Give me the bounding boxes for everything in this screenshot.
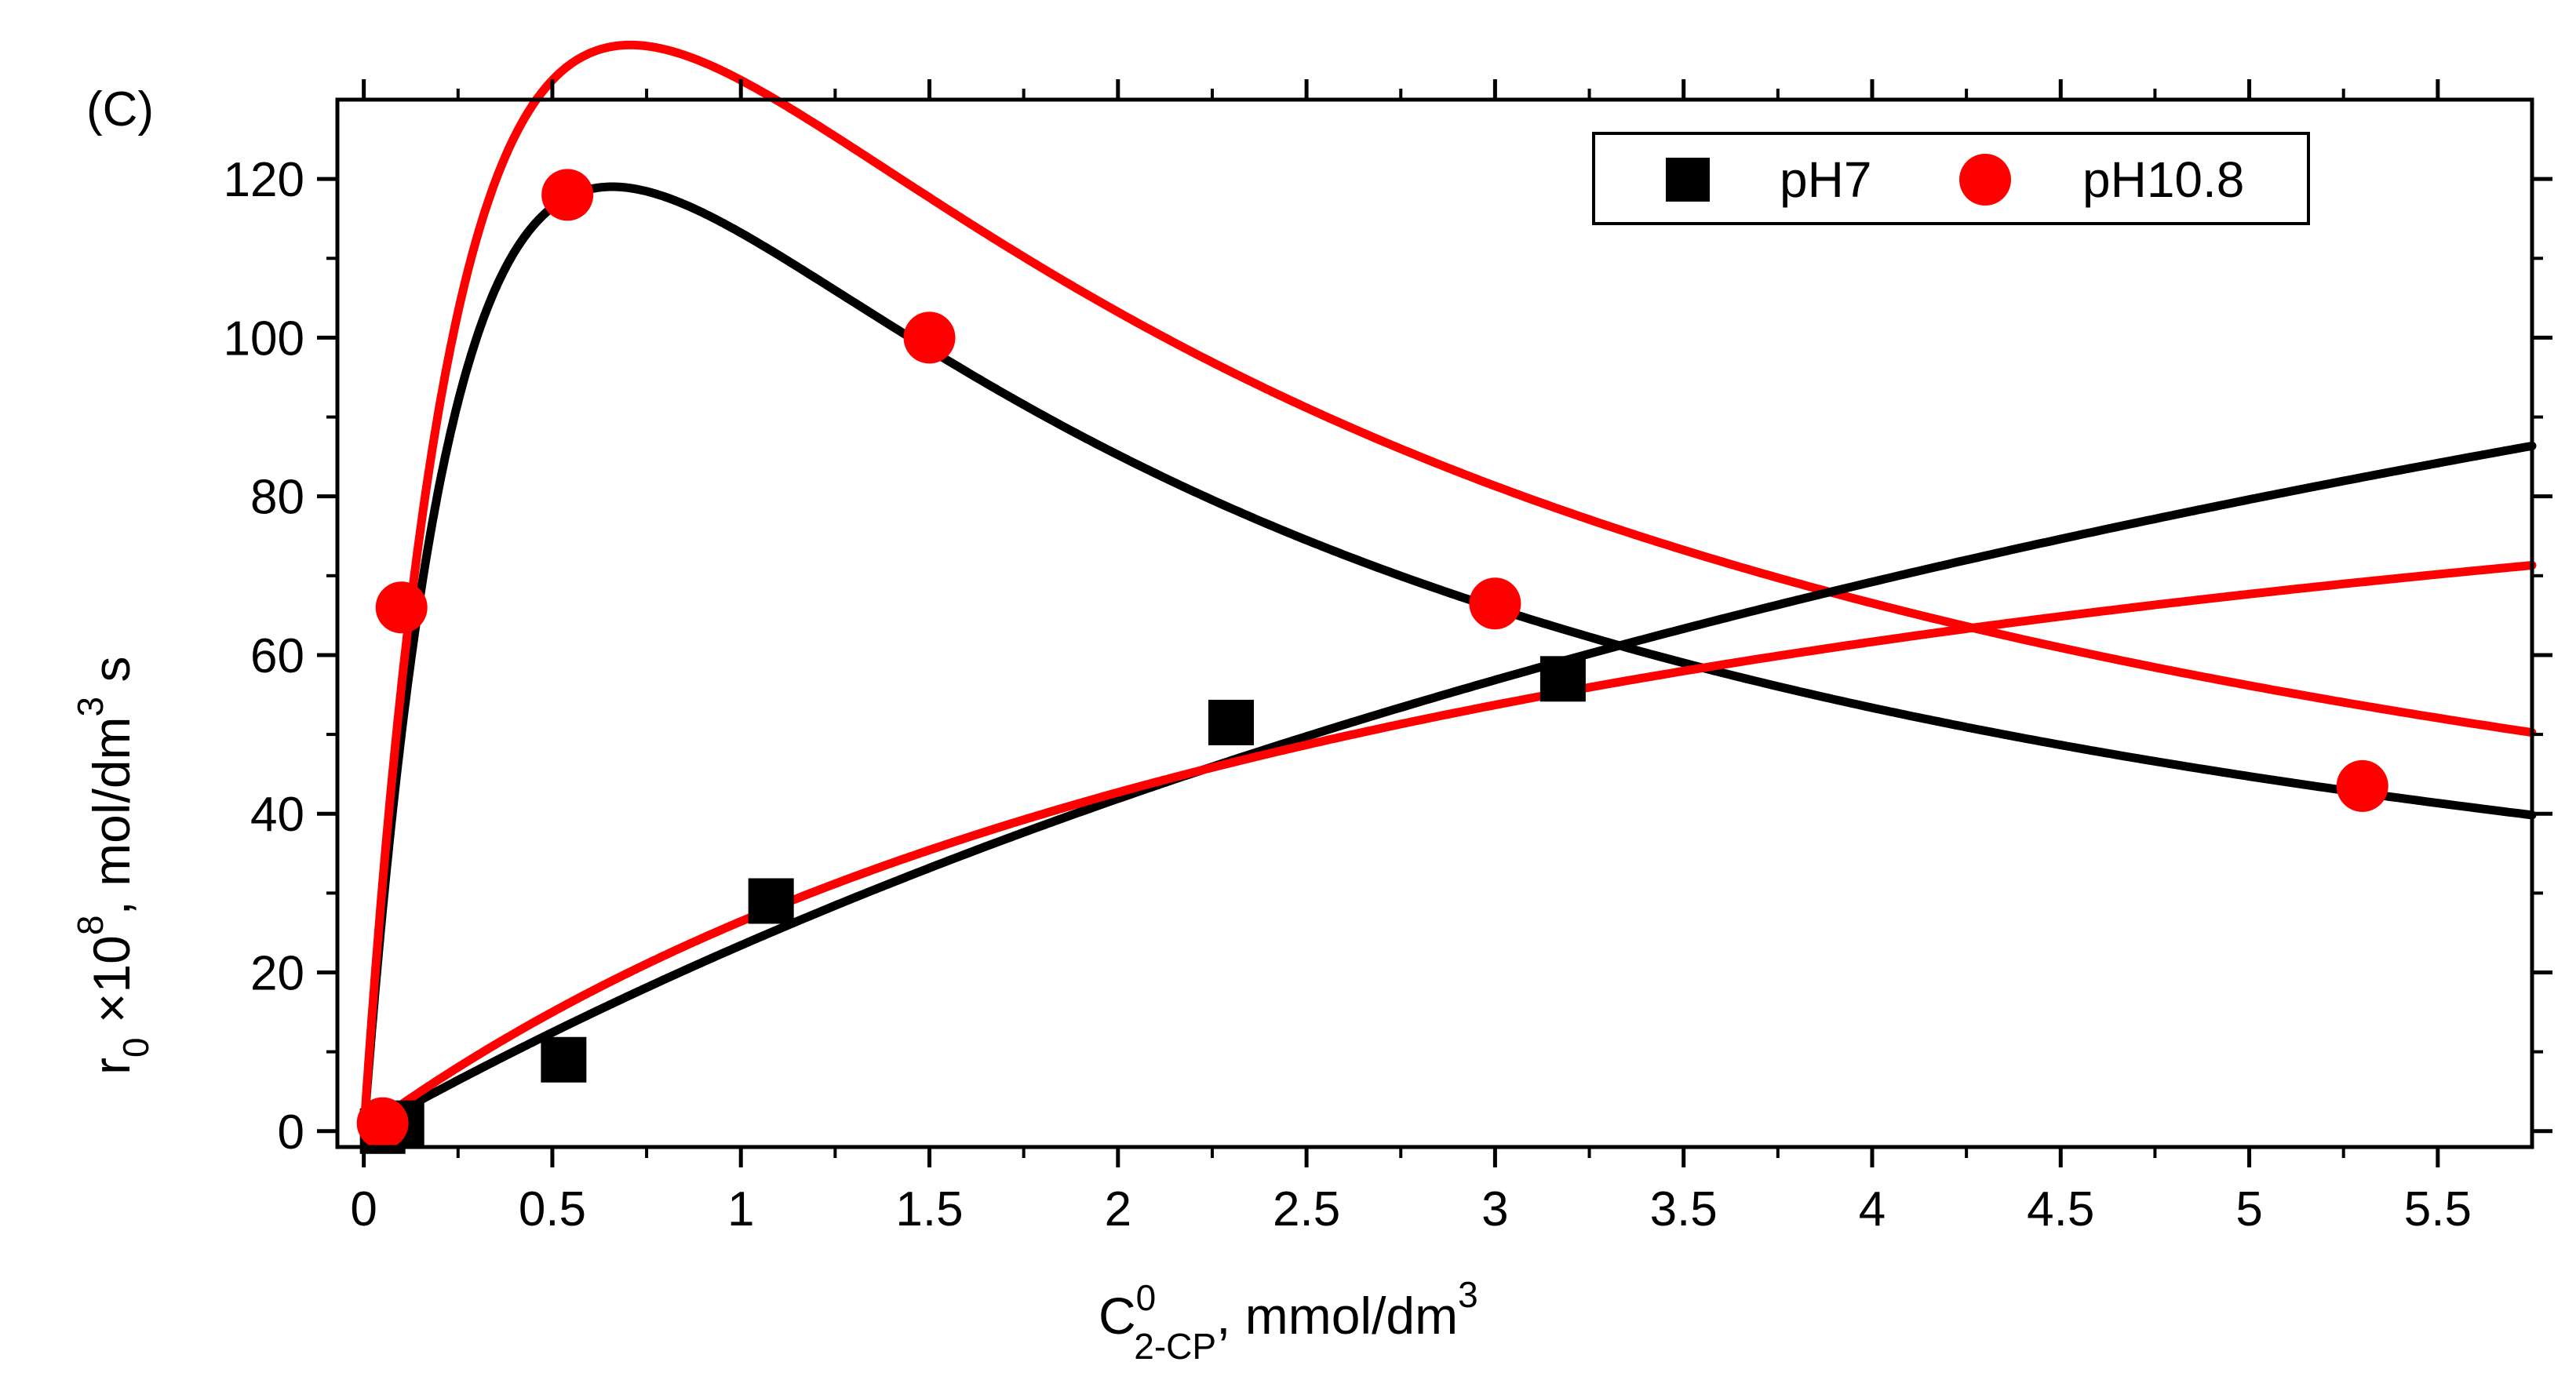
data-point-ph10-8 (356, 1097, 409, 1149)
y-tick-label: 120 (224, 153, 304, 207)
x-tick-labels: 0 0.5 1 1.5 2 2.5 3 3.5 4 4.5 5 5.5 (350, 1182, 2472, 1236)
data-point-ph10-8 (375, 581, 428, 634)
y-tick-label: 20 (250, 947, 304, 1001)
legend-label-ph10-8: pH10.8 (2082, 151, 2244, 208)
data-point-ph7 (748, 878, 794, 924)
y-tick-labels: 0 20 40 60 80 100 120 (224, 153, 304, 1160)
x-tick-label: 1.5 (895, 1182, 963, 1236)
y-tick-label: 60 (250, 629, 304, 683)
data-point-ph7 (1208, 699, 1254, 745)
data-point-ph10-8 (2336, 759, 2388, 812)
legend: pH7 pH10.8 (1592, 132, 2310, 225)
legend-label-ph7: pH7 (1780, 151, 1871, 208)
x-tick-label: 2 (1105, 1182, 1131, 1236)
panel-label: (C) (86, 82, 154, 137)
x-tick-label: 4 (1859, 1182, 1886, 1236)
legend-marker-ph10-8 (1959, 154, 2011, 206)
data-point-ph10-8 (541, 169, 594, 221)
y-tick-label: 80 (250, 471, 304, 525)
x-tick-label: 0 (350, 1182, 377, 1236)
x-tick-label: 1 (727, 1182, 754, 1236)
data-point-ph7 (541, 1036, 587, 1083)
fit-curve-ph7-monod (359, 441, 2537, 1136)
x-tick-label: 5.5 (2404, 1182, 2472, 1236)
fit-curve-ph7-haldane (359, 182, 2537, 1136)
data-point-ph7 (1539, 656, 1586, 702)
data-point-ph10-8 (903, 311, 956, 364)
legend-box (1592, 132, 2310, 225)
x-tick-label: 3 (1481, 1182, 1508, 1236)
data-point-ph10-8 (1469, 577, 1521, 630)
x-tick-label: 5 (2235, 1182, 2262, 1236)
fit-curve-ph10-8-monod (359, 561, 2537, 1136)
y-axis-label: r0 ×108, mol/dm3 s (70, 657, 156, 1075)
axis-ticks (317, 79, 2552, 1167)
x-tick-label: 4.5 (2027, 1182, 2094, 1236)
data-markers (356, 169, 2388, 1154)
legend-marker-ph7 (1666, 158, 1710, 202)
x-tick-label: 0.5 (519, 1182, 586, 1236)
x-tick-label: 3.5 (1650, 1182, 1718, 1236)
y-tick-label: 0 (278, 1105, 304, 1160)
y-tick-label: 100 (224, 311, 304, 366)
fit-curves (359, 40, 2537, 1136)
fit-curve-ph10-8-haldane (359, 40, 2537, 1136)
x-tick-label: 2.5 (1273, 1182, 1340, 1236)
x-axis-label: C0 2-CP, mmol/dm3 (1099, 1274, 1478, 1367)
y-tick-label: 40 (250, 788, 304, 842)
plot-frame (335, 97, 2534, 1149)
